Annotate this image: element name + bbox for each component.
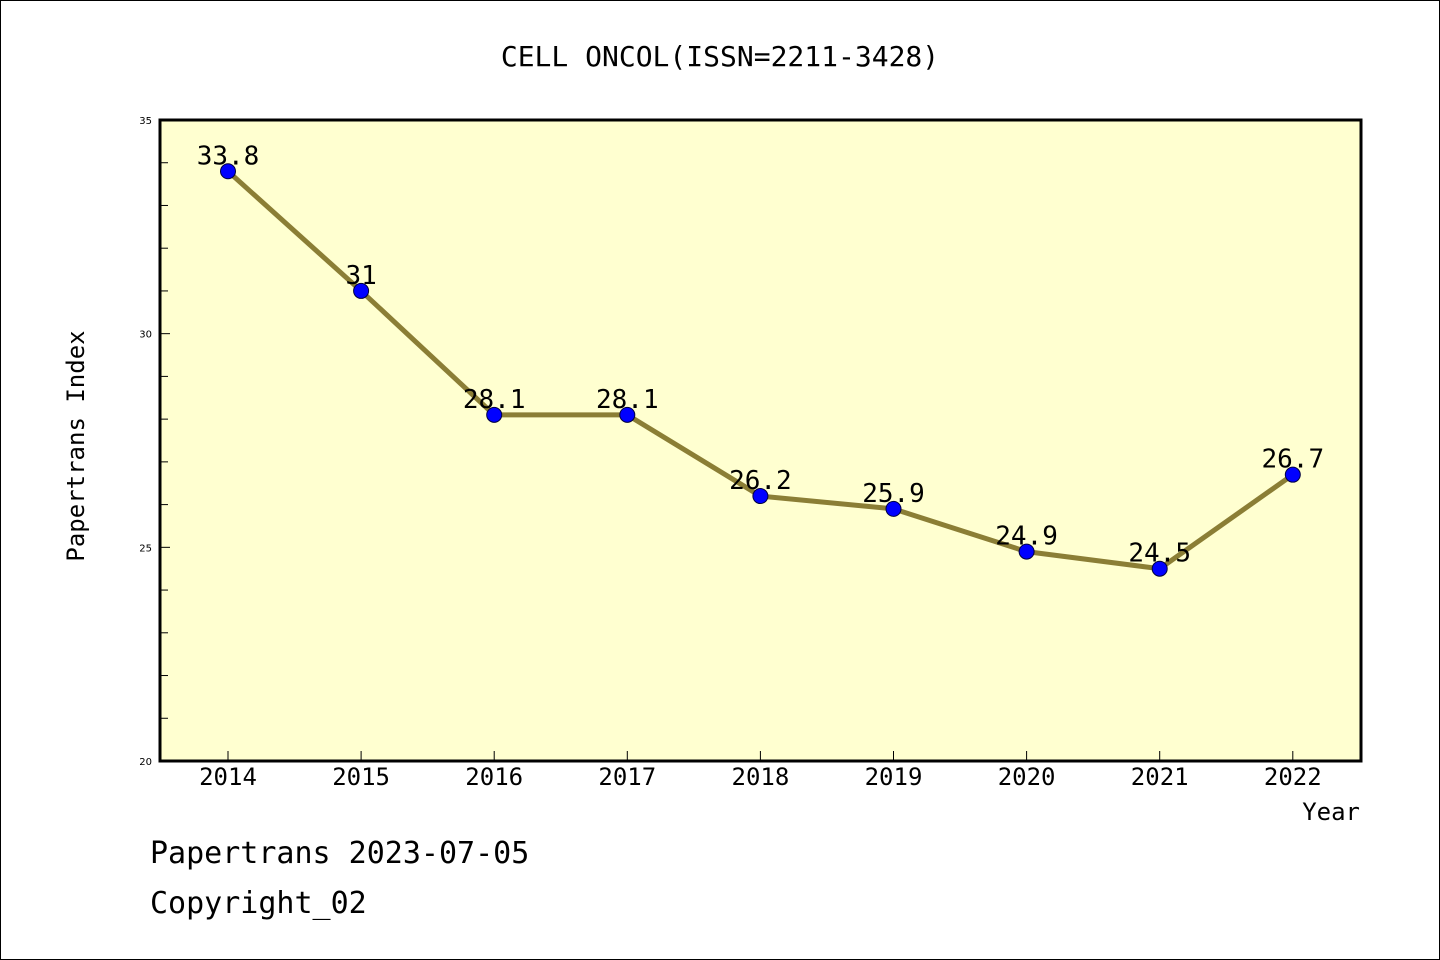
data-label: 26.2 xyxy=(729,466,792,496)
data-point xyxy=(1018,543,1035,560)
data-point xyxy=(752,488,769,505)
data-label: 24.5 xyxy=(1128,539,1191,569)
data-label: 28.1 xyxy=(463,385,526,415)
plot-area xyxy=(158,118,1363,763)
data-label: 28.1 xyxy=(596,385,659,415)
data-point xyxy=(1151,560,1168,577)
x-axis: 2014 2015 2016 2017 2018 2019 2020 2021 2022 xyxy=(199,751,1322,791)
x-tick-label: 2018 xyxy=(732,763,790,791)
y-axis-label: Papertrans Index xyxy=(62,330,90,561)
data-point xyxy=(619,406,636,423)
y-tick-label: 20 xyxy=(139,757,152,768)
data-point xyxy=(885,500,902,517)
y-tick-label: 30 xyxy=(139,330,152,341)
data-point xyxy=(220,163,236,180)
data-label: 24.9 xyxy=(995,522,1058,552)
data-label: 25.9 xyxy=(862,479,925,509)
x-tick-label: 2022 xyxy=(1264,763,1322,791)
x-tick-label: 2014 xyxy=(199,763,257,791)
data-label: 33.8 xyxy=(197,141,260,171)
x-tick-label: 2017 xyxy=(598,763,656,791)
footer-date-line: Papertrans 2023-07-05 xyxy=(150,836,530,871)
data-point xyxy=(1284,466,1301,483)
data-label: 26.7 xyxy=(1261,445,1324,475)
data-label-layer: 33.8 31 28.1 28.1 26.2 25.9 24.9 24.5 26.7 xyxy=(197,141,1324,568)
y-tick-label: 35 xyxy=(139,116,152,127)
y-tick-label: 25 xyxy=(139,543,152,554)
chart-title: CELL ONCOL(ISSN=2211-3428) xyxy=(501,40,939,73)
x-axis-label: Year xyxy=(1302,798,1360,826)
x-tick-label: 2021 xyxy=(1131,763,1189,791)
data-label: 31 xyxy=(345,261,376,291)
data-point xyxy=(486,406,503,423)
x-tick-label: 2020 xyxy=(998,763,1056,791)
y-axis: 20 25 30 35 xyxy=(139,116,170,768)
data-point xyxy=(353,282,370,299)
x-tick-label: 2016 xyxy=(465,763,523,791)
x-tick-label: 2015 xyxy=(332,763,390,791)
footer-copyright-line: Copyright_02 xyxy=(150,886,367,921)
x-tick-label: 2019 xyxy=(865,763,923,791)
marker-layer xyxy=(220,163,1301,577)
